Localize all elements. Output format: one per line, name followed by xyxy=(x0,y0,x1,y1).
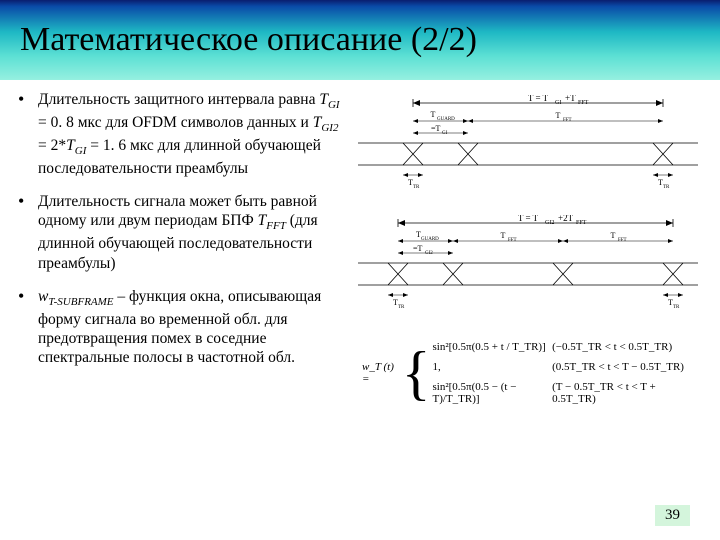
formula-cond-1: (−0.5T_TR < t < 0.5T_TR) xyxy=(552,341,689,353)
bullet-marker: • xyxy=(18,287,38,368)
svg-text:T = T: T = T xyxy=(528,95,549,103)
svg-text:TR: TR xyxy=(663,185,670,190)
formula-lhs: w_T (t) = xyxy=(362,361,400,385)
svg-text:FFT: FFT xyxy=(618,238,627,243)
svg-text:T: T xyxy=(501,231,506,240)
timing-diagram-2: T = T GI2 +2T FFT T GUARD =T GI2 T xyxy=(358,215,698,305)
brace-icon: { xyxy=(402,349,431,397)
bullet-text: wT-SUBFRAME – функция окна, описывающая … xyxy=(38,287,348,368)
svg-text:+2T: +2T xyxy=(558,215,574,223)
svg-text:=T: =T xyxy=(431,124,441,133)
slide-title: Математическое описание (2/2) xyxy=(20,21,477,59)
bullet-list-column: • Длительность защитного интервала равна… xyxy=(18,90,348,410)
formula-cond-2: (0.5T_TR < t < T − 0.5T_TR) xyxy=(552,361,689,373)
svg-text:T: T xyxy=(556,111,561,120)
formula-cond-3: (T − 0.5T_TR < t < T + 0.5T_TR) xyxy=(552,381,689,405)
svg-text:T = T: T = T xyxy=(518,215,539,223)
svg-text:TR: TR xyxy=(413,185,420,190)
formula-case-2: 1, xyxy=(433,361,553,373)
bullet-item: • Длительность защитного интервала равна… xyxy=(18,90,348,178)
bullet-text: Длительность сигнала может быть равной о… xyxy=(38,192,348,273)
bullet-marker: • xyxy=(18,192,38,273)
svg-text:T: T xyxy=(611,231,616,240)
svg-text:FFT: FFT xyxy=(563,118,572,123)
timing-diagram-1: T = T GI +T FFT T GUARD =T GI T xyxy=(358,95,698,185)
svg-text:FFT: FFT xyxy=(576,220,587,226)
svg-text:GI2: GI2 xyxy=(545,220,554,226)
bullet-item: • wT-SUBFRAME – функция окна, описывающа… xyxy=(18,287,348,368)
svg-text:T: T xyxy=(431,110,436,119)
svg-text:GI: GI xyxy=(442,131,448,136)
formula-case-1: sin²[0.5π(0.5 + t / T_TR)] xyxy=(433,341,553,353)
svg-text:FFT: FFT xyxy=(578,100,589,106)
svg-text:+T: +T xyxy=(565,95,576,103)
bullet-list: • Длительность защитного интервала равна… xyxy=(18,90,348,368)
slide-content: • Длительность защитного интервала равна… xyxy=(0,80,720,410)
slide-header: Математическое описание (2/2) xyxy=(0,0,720,80)
svg-text:TR: TR xyxy=(398,305,405,310)
svg-text:GI2: GI2 xyxy=(425,251,433,256)
svg-text:FFT: FFT xyxy=(508,238,517,243)
bullet-marker: • xyxy=(18,90,38,178)
diagram-column: T = T GI +T FFT T GUARD =T GI T xyxy=(358,90,698,410)
bullet-text: Длительность защитного интервала равна T… xyxy=(38,90,348,178)
bullet-item: • Длительность сигнала может быть равной… xyxy=(18,192,348,273)
svg-text:TR: TR xyxy=(673,305,680,310)
svg-text:GI: GI xyxy=(555,100,561,106)
formula-case-3: sin²[0.5π(0.5 − (t − T)/T_TR)] xyxy=(433,381,553,405)
window-function-formula: w_T (t) = { sin²[0.5π(0.5 + t / T_TR)] 1… xyxy=(358,335,693,410)
page-number: 39 xyxy=(655,505,690,526)
svg-text:=T: =T xyxy=(413,244,423,253)
